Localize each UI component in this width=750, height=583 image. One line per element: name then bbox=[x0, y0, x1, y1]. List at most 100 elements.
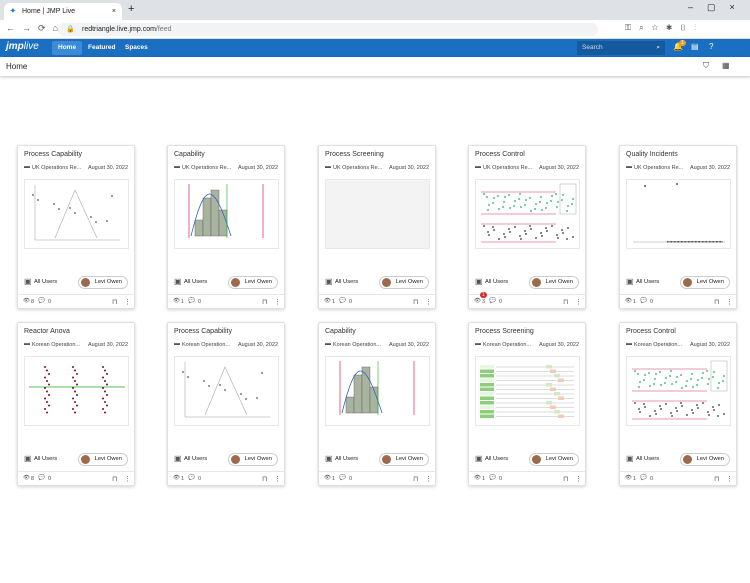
folder-icon: ▬ bbox=[475, 164, 481, 170]
card-thumbnail[interactable] bbox=[626, 356, 731, 426]
card[interactable]: Process Capability ▬ Korean Operation... Au… bbox=[167, 322, 285, 486]
card-author[interactable]: Levi Owen bbox=[378, 276, 429, 289]
card-footer: 👁 1 💬 0 ⊓ ⋮ bbox=[620, 471, 736, 486]
card[interactable]: Reactor Anova ▬ Korean Operation... August … bbox=[17, 322, 135, 486]
card-views: 1 bbox=[633, 299, 637, 305]
card-visibility: All Users bbox=[636, 279, 660, 285]
search-placeholder: Search bbox=[582, 44, 603, 51]
more-icon[interactable]: ⋮ bbox=[274, 476, 281, 483]
card[interactable]: Process Control ▬ Korean Operation... Augus… bbox=[619, 322, 737, 486]
thumbnail-graphic bbox=[480, 365, 574, 418]
card[interactable]: Process Capability ▬ UK Operations Re... Au… bbox=[17, 145, 135, 309]
docs-icon[interactable]: ▤ bbox=[691, 42, 699, 51]
card[interactable]: Process Screening ▬ UK Operations Re... Aug… bbox=[318, 145, 436, 309]
card-footer: 👁 1 💬 0 ⊓ ⋮ bbox=[469, 471, 585, 486]
nav-item[interactable]: Home bbox=[52, 41, 83, 55]
card[interactable]: Quality Incidents ▬ UK Operations Re... Aug… bbox=[619, 145, 737, 309]
bookmark-icon[interactable]: ⊓ bbox=[262, 299, 268, 306]
card-thumbnail[interactable] bbox=[626, 179, 731, 249]
browser-icons[interactable]: ⚿⌕☆✱▯⋮ bbox=[625, 23, 705, 32]
card-views: 1 bbox=[181, 476, 185, 482]
filter-icon[interactable]: ⛉ bbox=[703, 61, 709, 70]
card-thumbnail[interactable] bbox=[24, 179, 129, 249]
search-box[interactable]: Search ⌕ bbox=[577, 41, 665, 55]
views-icon: 👁 bbox=[173, 298, 180, 304]
bookmark-icon[interactable]: ⊓ bbox=[262, 476, 268, 483]
card-author[interactable]: Levi Owen bbox=[679, 276, 730, 289]
bookmark-icon[interactable]: ⊓ bbox=[413, 299, 419, 306]
bookmark-icon[interactable]: ⊓ bbox=[714, 476, 720, 483]
bookmark-icon[interactable]: ⊓ bbox=[112, 476, 118, 483]
more-icon[interactable]: ⋮ bbox=[124, 299, 131, 306]
card-folder: UK Operations Re... bbox=[32, 165, 82, 171]
more-icon[interactable]: ⋮ bbox=[425, 476, 432, 483]
window-controls[interactable]: –▢× bbox=[688, 2, 749, 12]
card-folder: Korean Operation... bbox=[634, 342, 683, 348]
folder-icon: ▬ bbox=[24, 341, 30, 347]
bookmark-icon[interactable]: ⊓ bbox=[714, 299, 720, 306]
card-thumbnail[interactable] bbox=[475, 179, 580, 249]
avatar bbox=[682, 278, 692, 287]
card-author[interactable]: Levi Owen bbox=[77, 453, 128, 466]
more-icon[interactable]: ⋮ bbox=[575, 476, 582, 483]
visibility-icon: ▣ bbox=[24, 277, 32, 286]
folder-icon: ▬ bbox=[626, 164, 632, 170]
card-thumbnail[interactable] bbox=[174, 179, 279, 249]
card-author[interactable]: Levi Owen bbox=[227, 453, 278, 466]
url-field[interactable]: 🔒 redtriangle.live.jmp.com/feed bbox=[58, 23, 598, 36]
lock-icon: 🔒 bbox=[66, 26, 75, 33]
folder-icon: ▬ bbox=[626, 341, 632, 347]
card-thumbnail[interactable] bbox=[325, 356, 430, 426]
bookmark-icon[interactable]: ⊓ bbox=[563, 299, 569, 306]
card[interactable]: Capability ▬ UK Operations Re... August 30,… bbox=[167, 145, 285, 309]
card-author[interactable]: Levi Owen bbox=[378, 453, 429, 466]
page-title: Home bbox=[6, 62, 28, 71]
more-icon[interactable]: ⋮ bbox=[726, 476, 733, 483]
bookmark-icon[interactable]: ⊓ bbox=[112, 299, 118, 306]
help-icon[interactable]: ? bbox=[709, 42, 714, 51]
more-icon[interactable]: ⋮ bbox=[124, 476, 131, 483]
more-icon[interactable]: ⋮ bbox=[425, 299, 432, 306]
thumbnail-graphic bbox=[633, 183, 725, 243]
bookmark-icon[interactable]: ⊓ bbox=[563, 476, 569, 483]
bookmark-icon[interactable]: ⊓ bbox=[413, 476, 419, 483]
card-views: 1 bbox=[332, 299, 336, 305]
visibility-icon: ▣ bbox=[626, 454, 634, 463]
card[interactable]: Process Control ▬ UK Operations Re... Augus… bbox=[468, 145, 586, 309]
logo[interactable]: jmplive bbox=[6, 41, 39, 52]
nav-item[interactable]: Spaces bbox=[125, 44, 148, 51]
card-author[interactable]: Levi Owen bbox=[528, 276, 579, 289]
card-title: Capability bbox=[325, 328, 356, 335]
card-thumbnail[interactable] bbox=[325, 179, 430, 249]
notification-badge: 1 bbox=[679, 40, 686, 46]
more-icon[interactable]: ⋮ bbox=[575, 299, 582, 306]
card-author[interactable]: Levi Owen bbox=[227, 276, 278, 289]
card[interactable]: Process Screening ▬ Korean Operation... Aug… bbox=[468, 322, 586, 486]
visibility-icon: ▣ bbox=[325, 277, 333, 286]
card-thumbnail[interactable] bbox=[174, 356, 279, 426]
card[interactable]: Capability ▬ Korean Operation... August 30,… bbox=[318, 322, 436, 486]
tab-close[interactable]: × bbox=[111, 8, 116, 15]
card-views: 3 bbox=[482, 299, 486, 305]
views-icon: 👁 bbox=[625, 298, 632, 304]
grid-view-icon[interactable]: ▦ bbox=[722, 61, 730, 70]
nav-buttons[interactable]: ←→⟳⌂ bbox=[6, 23, 65, 33]
views-icon: 👁 bbox=[474, 298, 481, 304]
browser-tab[interactable]: ✦ Home | JMP Live × bbox=[4, 3, 122, 20]
avatar bbox=[381, 278, 391, 287]
comments-icon: 💬 bbox=[339, 298, 346, 304]
more-icon[interactable]: ⋮ bbox=[274, 299, 281, 306]
card-author[interactable]: Levi Owen bbox=[77, 276, 128, 289]
card-author[interactable]: Levi Owen bbox=[528, 453, 579, 466]
card-author[interactable]: Levi Owen bbox=[679, 453, 730, 466]
card-footer: 👁 1 💬 0 ⊓ ⋮ bbox=[168, 471, 284, 486]
nav-item[interactable]: Featured bbox=[88, 44, 116, 51]
card-folder: Korean Operation... bbox=[182, 342, 231, 348]
card-thumbnail[interactable] bbox=[24, 356, 129, 426]
notifications-icon[interactable]: 🔔 bbox=[673, 42, 683, 51]
new-tab[interactable]: + bbox=[128, 3, 135, 15]
more-icon[interactable]: ⋮ bbox=[726, 299, 733, 306]
card-date: August 30, 2022 bbox=[538, 342, 579, 348]
card-folder: UK Operations Re... bbox=[182, 165, 232, 171]
card-thumbnail[interactable] bbox=[475, 356, 580, 426]
